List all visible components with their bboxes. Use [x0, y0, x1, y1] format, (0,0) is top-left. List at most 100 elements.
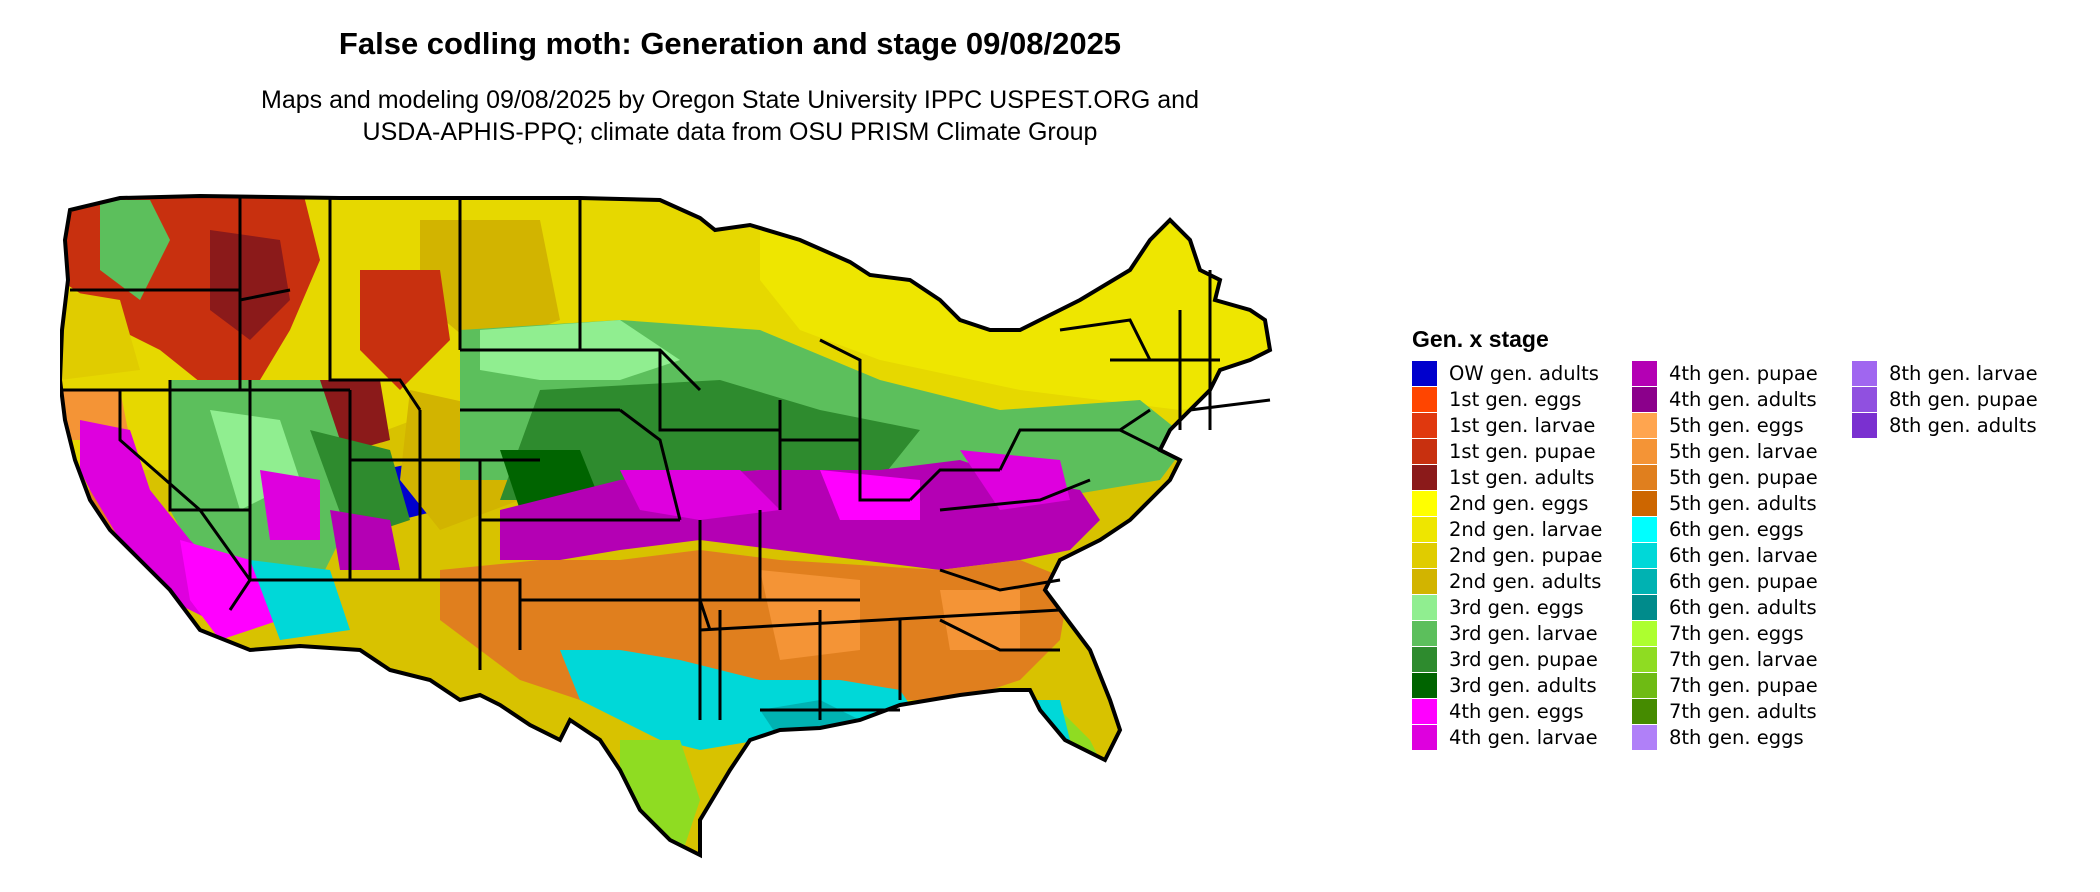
legend-label: 1st gen. pupae: [1449, 439, 1596, 463]
legend-item: 2nd gen. adults: [1412, 568, 1601, 594]
legend-item: 7th gen. eggs: [1632, 620, 1804, 646]
legend-item: 1st gen. eggs: [1412, 386, 1581, 412]
legend-title: Gen. x stage: [1412, 326, 1549, 352]
legend-label: 2nd gen. larvae: [1449, 517, 1603, 541]
legend-swatch: [1852, 360, 1877, 386]
legend-label: 3rd gen. adults: [1449, 673, 1597, 697]
legend-item: 2nd gen. larvae: [1412, 516, 1602, 542]
legend-label: 6th gen. adults: [1669, 595, 1817, 619]
legend-label: 3rd gen. eggs: [1449, 595, 1584, 619]
subtitle-line-1: Maps and modeling 09/08/2025 by Oregon S…: [261, 86, 1199, 114]
legend-swatch: [1412, 490, 1437, 516]
legend-swatch: [1632, 412, 1657, 438]
legend-swatch: [1852, 386, 1877, 412]
legend-swatch: [1412, 360, 1437, 386]
legend-label: 2nd gen. eggs: [1449, 491, 1589, 515]
legend-item: 5th gen. eggs: [1632, 412, 1804, 438]
state-boundaries: [60, 196, 1271, 720]
legend-swatch: [1632, 516, 1657, 542]
legend-item: OW gen. adults: [1412, 360, 1599, 386]
legend-label: 5th gen. pupae: [1669, 465, 1818, 489]
legend-label: 8th gen. adults: [1889, 413, 2037, 437]
legend-label: 5th gen. adults: [1669, 491, 1817, 515]
legend-swatch: [1412, 724, 1437, 750]
legend-item: 7th gen. larvae: [1632, 646, 1818, 672]
legend-swatch: [1632, 386, 1657, 412]
map-title: False codling moth: Generation and stage…: [338, 26, 1122, 61]
legend-item: 8th gen. larvae: [1852, 360, 2038, 386]
legend-item: 8th gen. adults: [1852, 412, 2037, 438]
legend-label: 6th gen. pupae: [1669, 569, 1818, 593]
legend-swatch: [1632, 724, 1657, 750]
legend-item: 4th gen. pupae: [1632, 360, 1818, 386]
legend-swatch: [1632, 646, 1657, 672]
legend-swatch: [1412, 698, 1437, 724]
legend-item: 8th gen. pupae: [1852, 386, 2038, 412]
legend-label: 8th gen. pupae: [1889, 387, 2038, 411]
us-generation-stage-map: [60, 193, 1273, 859]
legend-item: 6th gen. larvae: [1632, 542, 1818, 568]
legend-swatch: [1412, 568, 1437, 594]
legend-swatch: [1632, 438, 1657, 464]
legend-label: 4th gen. eggs: [1449, 699, 1584, 723]
legend-swatch: [1632, 594, 1657, 620]
legend-item: 4th gen. larvae: [1412, 724, 1598, 750]
legend-item: 3rd gen. eggs: [1412, 594, 1584, 620]
legend-item: 4th gen. adults: [1632, 386, 1817, 412]
legend-item: 7th gen. pupae: [1632, 672, 1818, 698]
legend-swatch: [1412, 672, 1437, 698]
legend-swatch: [1632, 698, 1657, 724]
legend-swatch: [1632, 360, 1657, 386]
legend-swatch: [1412, 620, 1437, 646]
legend-item: 6th gen. adults: [1632, 594, 1817, 620]
legend-item: 3rd gen. adults: [1412, 672, 1597, 698]
legend-item: 8th gen. eggs: [1632, 724, 1804, 750]
legend-item: 5th gen. adults: [1632, 490, 1817, 516]
legend-item: 2nd gen. eggs: [1412, 490, 1588, 516]
legend: OW gen. adults 1st gen. eggs 1st gen. larv…: [1412, 360, 2092, 760]
legend-swatch: [1412, 594, 1437, 620]
legend-swatch: [1412, 464, 1437, 490]
legend-label: 2nd gen. pupae: [1449, 543, 1603, 567]
legend-swatch: [1412, 646, 1437, 672]
legend-label: 3rd gen. pupae: [1449, 647, 1598, 671]
legend-item: 5th gen. larvae: [1632, 438, 1818, 464]
legend-label: 1st gen. adults: [1449, 465, 1595, 489]
legend-label: 1st gen. larvae: [1449, 413, 1596, 437]
legend-label: 5th gen. larvae: [1669, 439, 1818, 463]
us-outline: [60, 193, 1273, 859]
legend-swatch: [1632, 542, 1657, 568]
legend-label: 7th gen. pupae: [1669, 673, 1818, 697]
legend-label: 6th gen. larvae: [1669, 543, 1818, 567]
legend-label: 8th gen. eggs: [1669, 725, 1804, 749]
legend-item: 7th gen. adults: [1632, 698, 1817, 724]
subtitle-line-2: USDA-APHIS-PPQ; climate data from OSU PR…: [362, 118, 1098, 146]
legend-swatch: [1412, 412, 1437, 438]
legend-swatch: [1852, 412, 1877, 438]
legend-item: 3rd gen. pupae: [1412, 646, 1598, 672]
legend-item: 6th gen. pupae: [1632, 568, 1818, 594]
map-subtitle: Maps and modeling 09/08/2025 by Oregon S…: [0, 84, 1460, 148]
legend-label: 4th gen. pupae: [1669, 361, 1818, 385]
legend-swatch: [1412, 542, 1437, 568]
legend-item: 1st gen. adults: [1412, 464, 1594, 490]
legend-swatch: [1412, 438, 1437, 464]
legend-swatch: [1412, 386, 1437, 412]
legend-label: 1st gen. eggs: [1449, 387, 1582, 411]
legend-label: 7th gen. larvae: [1669, 647, 1818, 671]
legend-swatch: [1632, 568, 1657, 594]
legend-swatch: [1412, 516, 1437, 542]
legend-label: 8th gen. larvae: [1889, 361, 2038, 385]
legend-item: 2nd gen. pupae: [1412, 542, 1603, 568]
legend-label: 5th gen. eggs: [1669, 413, 1804, 437]
legend-label: OW gen. adults: [1449, 361, 1599, 385]
legend-item: 1st gen. pupae: [1412, 438, 1596, 464]
legend-item: 4th gen. eggs: [1412, 698, 1584, 724]
legend-label: 7th gen. adults: [1669, 699, 1817, 723]
legend-label: 2nd gen. adults: [1449, 569, 1602, 593]
legend-label: 7th gen. eggs: [1669, 621, 1804, 645]
legend-item: 1st gen. larvae: [1412, 412, 1595, 438]
legend-label: 6th gen. eggs: [1669, 517, 1804, 541]
legend-swatch: [1632, 672, 1657, 698]
legend-item: 5th gen. pupae: [1632, 464, 1818, 490]
